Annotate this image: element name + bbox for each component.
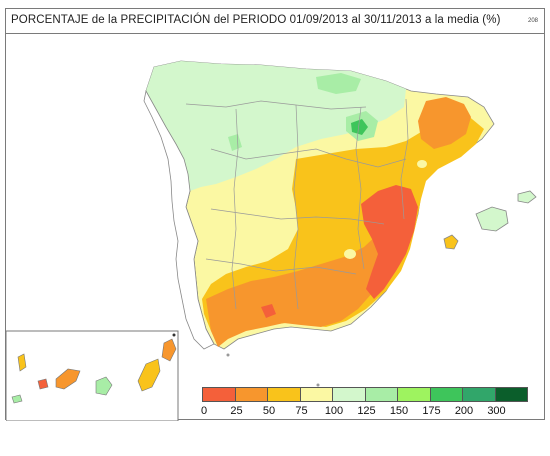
legend-label-8: 200 [454,405,474,417]
legend-swatch-7 [429,387,463,402]
legend-label-2: 50 [262,405,276,417]
title-bar: PORCENTAJE de la PRECIPITACIÓN del PERIO… [6,9,544,34]
green-patch-north [316,73,361,94]
island-tenerife [55,368,81,390]
legend-swatch-9 [494,387,528,402]
precipitation-map [6,60,537,421]
light-patch-2 [417,160,427,168]
north-green-zone [146,61,406,191]
island-lanzarote [161,338,177,362]
island-gomera [37,378,49,390]
legend-label-7: 175 [422,405,441,417]
island-la-palma [17,353,27,372]
legend-swatch-0 [202,387,236,402]
ceuta-marker [226,353,230,357]
regional-borders [185,98,409,310]
legend-swatch-3 [299,387,333,402]
legend: 0 25 50 75 100 125 150 175 200 300 [180,387,530,417]
map-code: 208 [527,18,538,24]
legend-swatch-5 [364,387,398,402]
legend-label-3: 75 [295,405,308,417]
island-hierro [11,394,23,404]
legend-label-0: 0 [200,405,208,417]
map-frame: PORCENTAJE de la PRECIPITACIÓN del PERIO… [5,8,545,421]
island-menorca [517,190,537,204]
legend-label-6: 150 [389,405,409,417]
legend-swatch-1 [234,387,268,402]
inset-marker [172,333,176,337]
island-mallorca [475,206,509,232]
map-title: PORCENTAJE de la PRECIPITACIÓN del PERIO… [11,14,501,26]
island-gran-canaria [95,376,113,396]
green-patch-galicia [228,134,242,151]
south-red-patch [261,304,276,318]
legend-swatch-6 [397,387,431,402]
island-ibiza [443,234,459,250]
portugal-area [143,89,215,350]
light-patch-1 [344,249,356,259]
legend-label-1: 25 [230,405,243,417]
northeast-orange-zone [418,97,471,149]
legend-label-4: 100 [324,405,344,417]
melilla-marker [316,383,320,387]
legend-label-9: 300 [487,405,506,417]
legend-swatch-8 [462,387,496,402]
legend-swatch-2 [267,387,301,402]
island-fuerteventura [137,358,161,392]
green-patch-center [351,119,368,135]
legend-label-5: 125 [357,405,376,417]
legend-swatch-4 [332,387,366,402]
